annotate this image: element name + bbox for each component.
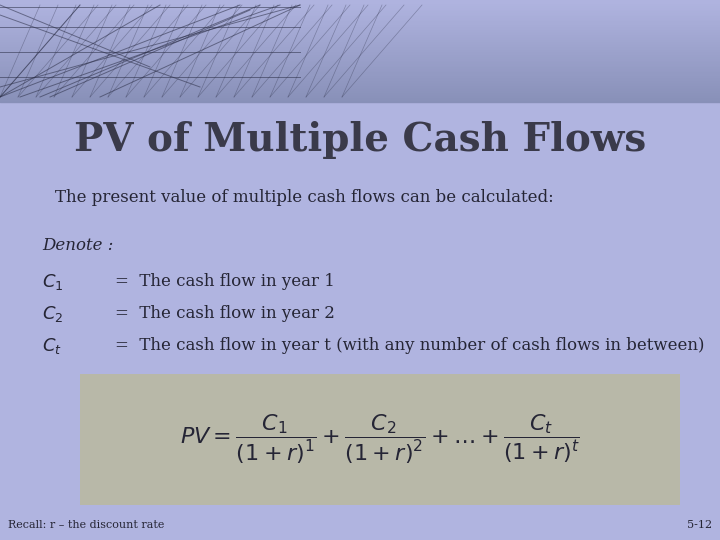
FancyBboxPatch shape: [80, 374, 680, 505]
Text: =  The cash flow in year t (with any number of cash flows in between): = The cash flow in year t (with any numb…: [115, 338, 704, 354]
Text: Denote :: Denote :: [42, 238, 113, 254]
Text: $C_2$: $C_2$: [42, 304, 63, 324]
Text: PV of Multiple Cash Flows: PV of Multiple Cash Flows: [74, 121, 646, 159]
Text: Recall: r – the discount rate: Recall: r – the discount rate: [8, 520, 164, 530]
Text: 5-12: 5-12: [687, 520, 712, 530]
Text: $\mathit{PV} = \dfrac{C_1}{(1+r)^1} + \dfrac{C_2}{(1+r)^2} + \ldots + \dfrac{C_t: $\mathit{PV} = \dfrac{C_1}{(1+r)^1} + \d…: [180, 413, 580, 466]
Text: =  The cash flow in year 2: = The cash flow in year 2: [115, 306, 335, 322]
Text: $C_t$: $C_t$: [42, 336, 62, 356]
Text: =  The cash flow in year 1: = The cash flow in year 1: [115, 273, 335, 291]
Text: $C_1$: $C_1$: [42, 272, 63, 292]
Text: The present value of multiple cash flows can be calculated:: The present value of multiple cash flows…: [55, 190, 554, 206]
